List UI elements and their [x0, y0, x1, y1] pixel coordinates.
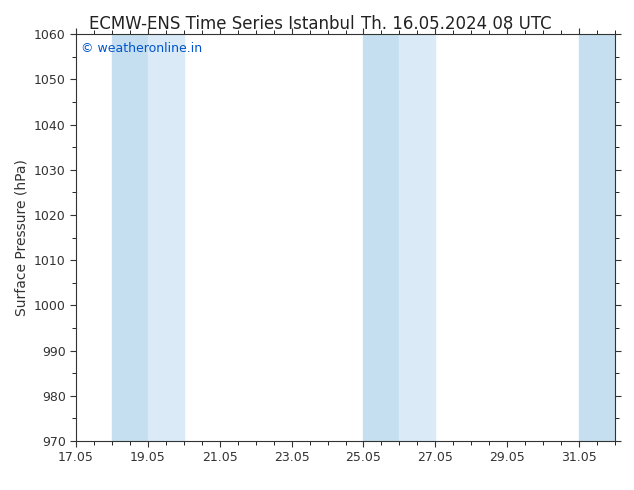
Text: Th. 16.05.2024 08 UTC: Th. 16.05.2024 08 UTC	[361, 15, 552, 33]
Text: © weatheronline.in: © weatheronline.in	[81, 43, 203, 55]
Bar	[399, 34, 436, 441]
Bar	[148, 34, 184, 441]
Text: ECMW-ENS Time Series Istanbul: ECMW-ENS Time Series Istanbul	[89, 15, 354, 33]
Y-axis label: Surface Pressure (hPa): Surface Pressure (hPa)	[14, 159, 29, 316]
Bar	[579, 34, 615, 441]
Bar	[112, 34, 148, 441]
Bar	[363, 34, 399, 441]
